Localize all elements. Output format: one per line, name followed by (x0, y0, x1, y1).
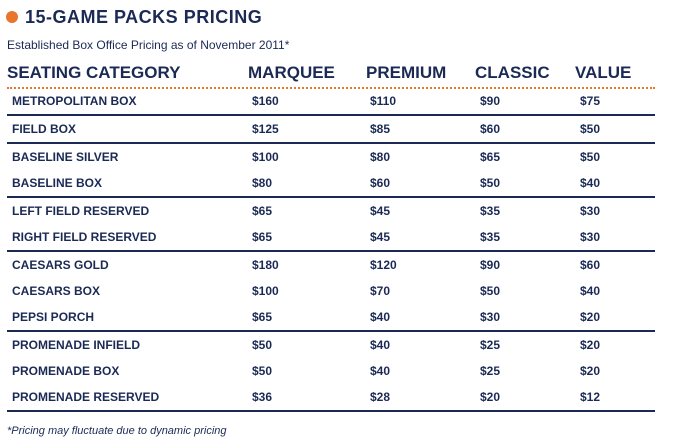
marquee-price-cell: $65 (252, 204, 273, 218)
classic-price-cell: $90 (480, 94, 501, 108)
value-price-cell: $30 (580, 230, 601, 244)
seating-category-cell: FIELD BOX (12, 122, 77, 136)
column-header-seating-category: SEATING CATEGORY (7, 63, 181, 82)
pricing-table: METROPOLITAN BOX $160 $110 $90 $75 FIELD… (7, 88, 655, 412)
table-header: SEATING CATEGORY MARQUEE PREMIUM CLASSIC… (7, 62, 655, 89)
classic-price-cell: $25 (480, 364, 501, 378)
seating-category-cell: PEPSI PORCH (12, 310, 95, 324)
premium-price-cell: $45 (370, 230, 391, 244)
value-price-cell: $75 (580, 94, 601, 108)
premium-price-cell: $60 (370, 176, 391, 190)
row-group: BASELINE SILVER $100 $80 $65 $50 BASELIN… (7, 144, 655, 198)
value-price-cell: $20 (580, 364, 601, 378)
table-row: PROMENADE BOX $50 $40 $25 $20 (7, 358, 655, 384)
marquee-price-cell: $80 (252, 176, 273, 190)
value-price-cell: $40 (580, 284, 601, 298)
table-row: RIGHT FIELD RESERVED $65 $45 $35 $30 (7, 224, 655, 250)
table-row: LEFT FIELD RESERVED $65 $45 $35 $30 (7, 198, 655, 224)
row-group: PROMENADE INFIELD $50 $40 $25 $20 PROMEN… (7, 332, 655, 412)
value-price-cell: $20 (580, 310, 601, 324)
table-row: METROPOLITAN BOX $160 $110 $90 $75 (7, 88, 655, 114)
seating-category-cell: BASELINE BOX (12, 176, 103, 190)
column-header-value: VALUE (575, 63, 632, 82)
classic-price-cell: $50 (480, 176, 501, 190)
premium-price-cell: $70 (370, 284, 391, 298)
table-row: PROMENADE INFIELD $50 $40 $25 $20 (7, 332, 655, 358)
premium-price-cell: $40 (370, 310, 391, 324)
premium-price-cell: $85 (370, 122, 391, 136)
marquee-price-cell: $160 (252, 94, 279, 108)
seating-category-cell: CAESARS BOX (12, 284, 101, 298)
seating-category-cell: PROMENADE RESERVED (12, 390, 160, 404)
seating-category-cell: PROMENADE INFIELD (12, 338, 141, 352)
table-row: BASELINE SILVER $100 $80 $65 $50 (7, 144, 655, 170)
classic-price-cell: $25 (480, 338, 501, 352)
premium-price-cell: $110 (370, 94, 397, 108)
table-row: BASELINE BOX $80 $60 $50 $40 (7, 170, 655, 196)
premium-price-cell: $40 (370, 338, 391, 352)
value-price-cell: $40 (580, 176, 601, 190)
classic-price-cell: $35 (480, 230, 501, 244)
value-price-cell: $50 (580, 150, 601, 164)
marquee-price-cell: $36 (252, 390, 273, 404)
pricing-footnote: *Pricing may fluctuate due to dynamic pr… (7, 425, 227, 437)
table-row: CAESARS BOX $100 $70 $50 $40 (7, 278, 655, 304)
seating-category-cell: LEFT FIELD RESERVED (12, 204, 150, 218)
marquee-price-cell: $50 (252, 338, 273, 352)
marquee-price-cell: $125 (252, 122, 279, 136)
table-row: PEPSI PORCH $65 $40 $30 $20 (7, 304, 655, 330)
row-group: LEFT FIELD RESERVED $65 $45 $35 $30 RIGH… (7, 198, 655, 252)
orange-dot-icon (6, 11, 18, 23)
classic-price-cell: $90 (480, 258, 501, 272)
classic-price-cell: $50 (480, 284, 501, 298)
row-group: CAESARS GOLD $180 $120 $90 $60 CAESARS B… (7, 252, 655, 332)
column-header-premium: PREMIUM (366, 63, 447, 82)
page-title: 15-GAME PACKS PRICING (25, 6, 263, 27)
column-header-classic: CLASSIC (475, 63, 550, 82)
seating-category-cell: PROMENADE BOX (12, 364, 120, 378)
row-group: FIELD BOX $125 $85 $60 $50 (7, 116, 655, 144)
table-row: PROMENADE RESERVED $36 $28 $20 $12 (7, 384, 655, 410)
premium-price-cell: $45 (370, 204, 391, 218)
value-price-cell: $20 (580, 338, 601, 352)
row-group: METROPOLITAN BOX $160 $110 $90 $75 (7, 88, 655, 116)
value-price-cell: $30 (580, 204, 601, 218)
classic-price-cell: $30 (480, 310, 501, 324)
classic-price-cell: $20 (480, 390, 501, 404)
value-price-cell: $50 (580, 122, 601, 136)
premium-price-cell: $80 (370, 150, 391, 164)
value-price-cell: $12 (580, 390, 601, 404)
seating-category-cell: CAESARS GOLD (12, 258, 109, 272)
classic-price-cell: $35 (480, 204, 501, 218)
premium-price-cell: $120 (370, 258, 397, 272)
seating-category-cell: METROPOLITAN BOX (12, 94, 137, 108)
column-header-marquee: MARQUEE (248, 63, 335, 82)
marquee-price-cell: $180 (252, 258, 279, 272)
table-row: CAESARS GOLD $180 $120 $90 $60 (7, 252, 655, 278)
marquee-price-cell: $100 (252, 150, 279, 164)
marquee-price-cell: $50 (252, 364, 273, 378)
premium-price-cell: $28 (370, 390, 391, 404)
seating-category-cell: RIGHT FIELD RESERVED (12, 230, 157, 244)
page-subtitle: Established Box Office Pricing as of Nov… (7, 38, 290, 52)
premium-price-cell: $40 (370, 364, 391, 378)
table-row: FIELD BOX $125 $85 $60 $50 (7, 116, 655, 142)
marquee-price-cell: $100 (252, 284, 279, 298)
marquee-price-cell: $65 (252, 310, 273, 324)
value-price-cell: $60 (580, 258, 601, 272)
seating-category-cell: BASELINE SILVER (12, 150, 119, 164)
title-row: 15-GAME PACKS PRICING (6, 6, 262, 28)
classic-price-cell: $60 (480, 122, 501, 136)
marquee-price-cell: $65 (252, 230, 273, 244)
classic-price-cell: $65 (480, 150, 501, 164)
